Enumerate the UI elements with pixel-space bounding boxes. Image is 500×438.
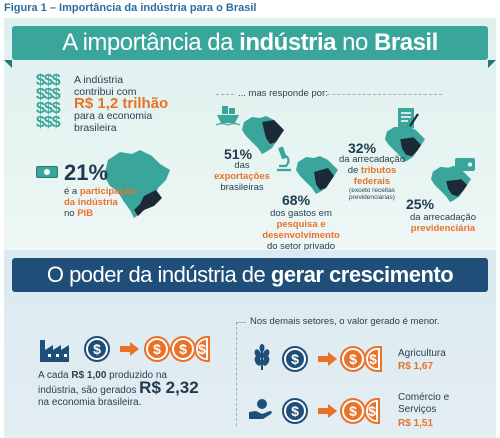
taxes-value: 32%	[348, 140, 377, 156]
brazil-pension-map-icon	[430, 165, 471, 203]
dollar-stack-icon: $$$ $$$ $$$ $$$	[36, 72, 61, 131]
commerce-value: R$ 1,51	[398, 418, 434, 429]
commerce-label: Comércio e Serviços	[398, 392, 450, 415]
pib-share-text: é a participação da indústria no PIB	[64, 186, 136, 219]
research-value: 68%	[282, 192, 311, 208]
importance-section: A importância da indústria no Brasil $$$…	[4, 18, 496, 252]
wheat-icon	[254, 344, 270, 370]
brazil-map-icon	[104, 150, 170, 218]
section-divider	[236, 322, 237, 426]
growth-banner: O poder da indústria de gerar cresciment…	[12, 258, 488, 292]
other-sectors-note: Nos demais setores, o valor gerado é men…	[250, 316, 440, 327]
commerce-output-coin-icon-2: $	[364, 398, 380, 424]
brazil-research-map-icon	[296, 156, 338, 194]
pib-share-value: 21%	[64, 160, 109, 185]
research-text: dos gastos em pesquisa e desenvolvimento…	[262, 208, 340, 252]
importance-banner: A importância da indústria no Brasil	[4, 26, 496, 68]
commerce-arrow-icon	[318, 404, 337, 418]
growth-section: O poder da indústria de gerar cresciment…	[4, 250, 496, 438]
commerce-input-coin-icon: $	[282, 398, 308, 424]
pension-text: da arrecadação previdenciária	[409, 212, 477, 234]
agriculture-value: R$ 1,67	[398, 361, 434, 372]
factory-icon	[40, 340, 69, 362]
figure-caption: Figura 1 – Importância da indústria para…	[4, 2, 257, 14]
responds-for-label: ... mas responde por:	[238, 88, 328, 99]
brazil-exports-map-icon	[242, 116, 284, 154]
agriculture-arrow-icon	[318, 352, 337, 366]
hand-coin-icon	[249, 399, 272, 419]
agriculture-input-coin-icon: $	[282, 346, 308, 372]
microscope-icon	[277, 146, 291, 172]
ship-icon	[216, 106, 240, 126]
tax-document-icon	[398, 108, 419, 128]
brazil-taxes-map-icon-2	[384, 125, 425, 163]
industry-output-coin-icon-1: $	[144, 336, 170, 362]
importance-title: A importância da indústria no Brasil	[62, 29, 438, 56]
infographic: A importância da indústria no Brasil $$$…	[4, 18, 496, 438]
agriculture-output-coin-icon-2: $	[364, 346, 382, 372]
exports-value: 51%	[224, 146, 253, 162]
industry-contribution-text: A indústria contribui com R$ 1,2 trilhão…	[74, 74, 169, 134]
taxes-text: da arrecadação de tributos federais (exc…	[338, 154, 406, 201]
industry-multiplier-text: A cada R$ 1,00 produzido na indústria, s…	[38, 370, 199, 408]
commerce-output-coin-icon-1: $	[340, 398, 366, 424]
agriculture-label: Agricultura	[398, 348, 446, 359]
wallet-icon	[455, 158, 475, 171]
industry-input-coin-icon: $	[84, 336, 110, 362]
industry-output-coin-icon-2: $	[170, 336, 196, 362]
pension-value: 25%	[406, 196, 435, 212]
banknote-icon	[36, 166, 58, 178]
arrow-right-icon	[120, 342, 139, 356]
industry-output-coin-icon-3: $	[194, 336, 210, 362]
agriculture-output-coin-icon-1: $	[340, 346, 366, 372]
exports-text: das exportações brasileiras	[214, 160, 270, 193]
growth-title: O poder da indústria de gerar cresciment…	[46, 262, 454, 287]
